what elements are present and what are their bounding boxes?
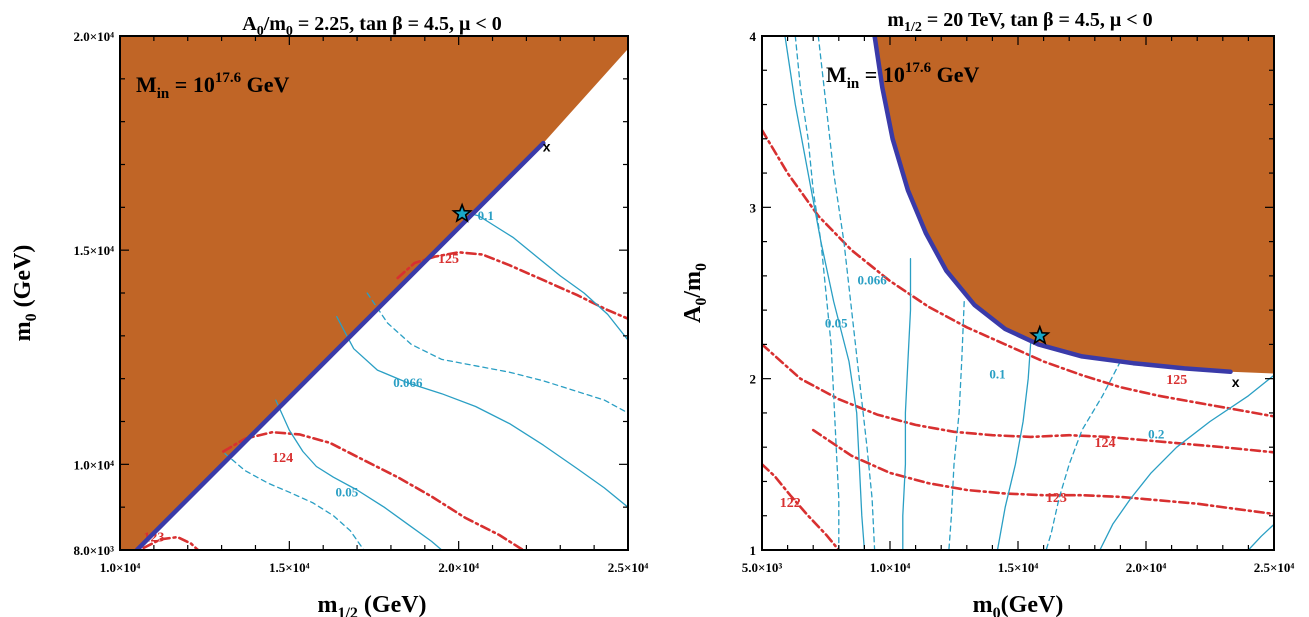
- left-contour-line-1: [222, 430, 525, 550]
- left-contour-label-0.1: 0.1: [478, 208, 494, 223]
- right-contour-label-123: 123: [1046, 491, 1067, 506]
- right-contour-line-7: [1099, 374, 1274, 550]
- right-x-marker: x: [1232, 374, 1240, 390]
- right-contour-line-1: [762, 343, 1274, 454]
- right-y-axis-title: A0/m0: [680, 263, 710, 323]
- left-contour-label-0.066: 0.066: [393, 375, 423, 390]
- left-y-tick-label: 2.0×10⁴: [73, 29, 114, 44]
- left-min-annotation: Min = 1017.6 GeV: [136, 70, 289, 102]
- right-plot-area: 125 124 123 122 0.05 0.066 0.1 0.2 x: [762, 36, 1274, 550]
- right-contour-line-4: [784, 36, 866, 550]
- right-contour-label-124: 124: [1095, 436, 1116, 451]
- right-x-tick-label: 5.0×10³: [742, 560, 783, 575]
- left-y-tick-label: 1.5×10⁴: [73, 243, 114, 258]
- right-x-tick-label: 2.0×10⁴: [1126, 560, 1167, 575]
- right-contour-line-6: [996, 340, 1032, 550]
- right-y-tick-label: 4: [750, 29, 757, 44]
- right-contour-line-12: [794, 36, 840, 550]
- right-contour-label-0.066: 0.066: [857, 272, 887, 287]
- right-contour-line-10: [948, 300, 965, 550]
- right-contour-label-0.1: 0.1: [989, 367, 1005, 382]
- left-contour-label-123: 123: [143, 530, 164, 545]
- left-x-marker: x: [543, 139, 551, 155]
- right-contour-line-8: [1247, 523, 1274, 550]
- right-contour-line-3: [762, 462, 841, 550]
- left-ticks: 1.0×10⁴ 1.5×10⁴ 2.0×10⁴ 2.5×10⁴ 8.0×10³ 1.0×1…: [73, 29, 648, 575]
- right-x-tick-label: 1.5×10⁴: [998, 560, 1039, 575]
- right-contour-label-0.05: 0.05: [825, 315, 848, 330]
- left-x-tick-label: 2.0×10⁴: [438, 560, 479, 575]
- right-y-tick-label: 1: [750, 543, 757, 558]
- left-panel: 125 124 123 0.1 0.066 0.05 x 1.0×10⁴ 1.5×10⁴ 2.0…: [10, 13, 648, 617]
- right-contour-label-125: 125: [1166, 373, 1187, 388]
- left-y-tick-label: 1.0×10⁴: [73, 457, 114, 472]
- left-contour-line-7: [224, 452, 365, 550]
- right-excluded-boundary-line: [872, 36, 1233, 375]
- left-contour-line-5: [275, 399, 443, 550]
- right-x-axis-title: m0(GeV): [973, 592, 1064, 617]
- left-y-axis-title: m0 (GeV): [10, 245, 40, 342]
- right-star-marker: [1029, 324, 1051, 345]
- right-y-tick-label: 3: [750, 200, 757, 215]
- right-y-tick-label: 2: [750, 372, 757, 387]
- left-contour-line-6: [366, 292, 628, 414]
- right-contour-line-2: [811, 428, 1274, 516]
- right-contour-line-5: [902, 258, 912, 550]
- left-panel-title: A0/m0 = 2.25, tan β = 4.5, μ < 0: [242, 13, 502, 39]
- right-min-annotation: Min = 1017.6 GeV: [826, 60, 979, 92]
- right-x-tick-label: 1.0×10⁴: [870, 560, 911, 575]
- left-x-axis-title: m1/2 (GeV): [317, 592, 426, 617]
- left-contour-label-124: 124: [272, 451, 293, 466]
- left-contour-line-2: [142, 535, 200, 550]
- right-contour-label-122: 122: [780, 496, 801, 511]
- right-contour-line-11: [1045, 360, 1122, 550]
- right-contour-line-9: [817, 36, 876, 550]
- left-y-tick-label: 8.0×10³: [73, 543, 114, 558]
- left-contour-label-0.05: 0.05: [336, 485, 359, 500]
- left-star-marker: [451, 202, 473, 223]
- right-contour-label-0.2: 0.2: [1148, 427, 1164, 442]
- left-contour-line-3: [461, 210, 628, 341]
- left-excluded-region: [120, 36, 628, 550]
- left-x-tick-label: 1.5×10⁴: [269, 560, 310, 575]
- left-contour-label-125: 125: [438, 252, 459, 267]
- left-excluded-boundary-line: [134, 140, 546, 550]
- left-contour-line-0: [396, 251, 628, 321]
- left-x-tick-label: 2.5×10⁴: [608, 560, 649, 575]
- right-excluded-region: [874, 36, 1274, 374]
- left-contour-line-4: [336, 315, 628, 508]
- left-x-tick-label: 1.0×10⁴: [100, 560, 141, 575]
- right-panel-title: m1/2 = 20 TeV, tan β = 4.5, μ < 0: [887, 9, 1152, 35]
- right-contour-line-0: [762, 128, 1274, 418]
- right-x-tick-label: 2.5×10⁴: [1254, 560, 1295, 575]
- left-plot-area: 125 124 123 0.1 0.066 0.05 x: [120, 36, 628, 550]
